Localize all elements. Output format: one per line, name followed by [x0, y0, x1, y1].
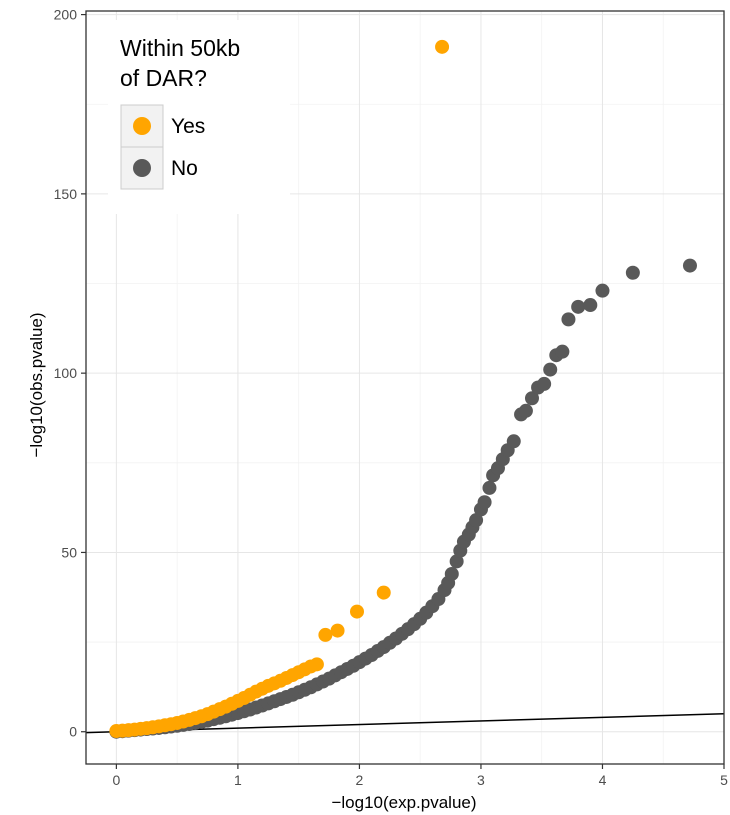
- x-axis-title: −log10(exp.pvalue): [331, 793, 476, 812]
- point-yes: [376, 585, 391, 600]
- series-yes-points: [109, 39, 450, 739]
- y-tick-label: 0: [69, 724, 77, 740]
- y-axis-title: −log10(obs.pvalue): [27, 312, 46, 457]
- y-tick-label: 200: [54, 7, 78, 23]
- point-no: [449, 554, 464, 569]
- point-no: [571, 299, 586, 314]
- point-yes: [330, 623, 345, 638]
- point-no: [595, 283, 610, 298]
- y-tick-label: 50: [61, 544, 77, 560]
- y-tick-label: 100: [54, 365, 78, 381]
- point-no: [625, 265, 640, 280]
- legend-label-yes: Yes: [171, 115, 205, 138]
- point-no: [518, 403, 533, 418]
- point-yes: [309, 657, 324, 672]
- point-no: [477, 495, 492, 510]
- point-no: [555, 344, 570, 359]
- legend-key-no: [133, 159, 151, 177]
- point-yes: [318, 627, 333, 642]
- legend-title-line-2: of DAR?: [120, 65, 207, 91]
- x-tick-label: 2: [356, 772, 364, 788]
- legend-key-yes: [133, 117, 151, 135]
- point-yes: [349, 604, 364, 619]
- point-no: [682, 258, 697, 273]
- legend: Within 50kb of DAR? Yes No: [108, 20, 290, 214]
- point-no: [482, 480, 497, 495]
- x-tick-label: 1: [234, 772, 242, 788]
- point-no: [524, 391, 539, 406]
- point-yes: [435, 39, 450, 54]
- point-no: [543, 362, 558, 377]
- x-tick-label: 4: [599, 772, 607, 788]
- x-tick-label: 3: [477, 772, 485, 788]
- legend-title-line-1: Within 50kb: [120, 35, 240, 61]
- x-tick-label: 5: [720, 772, 728, 788]
- point-no: [506, 434, 521, 449]
- point-no: [444, 566, 459, 581]
- point-no: [561, 312, 576, 327]
- plot-panel-border: [85, 10, 725, 765]
- x-tick-label: 0: [112, 772, 120, 788]
- point-no: [469, 513, 484, 528]
- point-no: [537, 376, 552, 391]
- y-tick-label: 150: [54, 186, 78, 202]
- legend-label-no: No: [171, 157, 198, 180]
- point-no: [583, 298, 598, 313]
